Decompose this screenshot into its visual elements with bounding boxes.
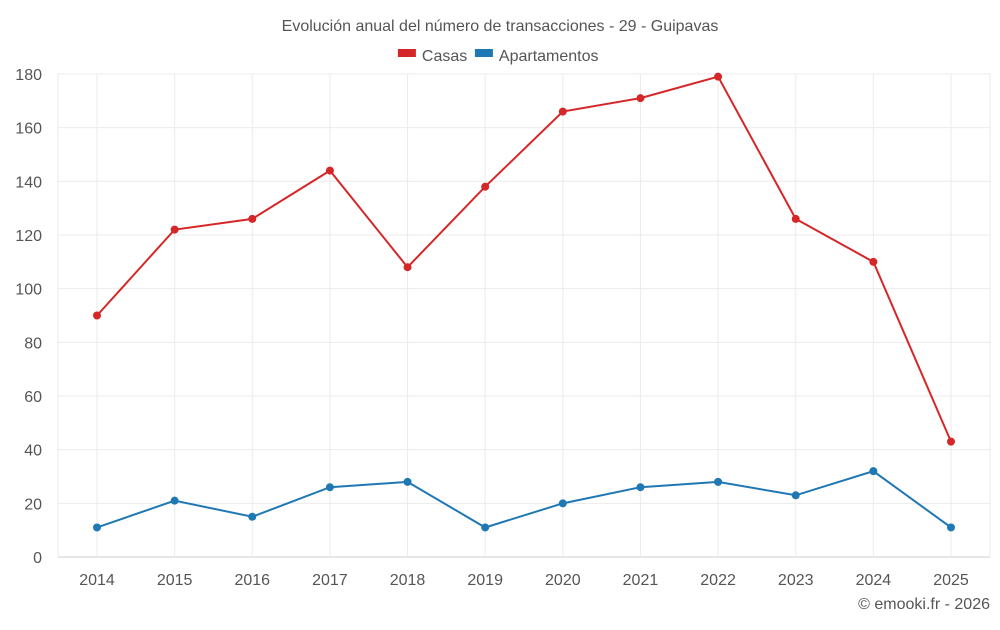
y-axis: 0 20 40 60 80 100 120 140 160 180 xyxy=(15,67,42,567)
data-point[interactable] xyxy=(714,477,723,486)
data-point[interactable] xyxy=(558,107,567,116)
data-point[interactable] xyxy=(947,523,955,532)
data-point[interactable] xyxy=(636,94,645,103)
data-point[interactable] xyxy=(869,467,878,476)
x-tick-label: 2017 xyxy=(312,572,348,589)
data-point[interactable] xyxy=(791,491,800,500)
legend-item-casas[interactable]: Casas xyxy=(397,48,467,65)
series-line xyxy=(96,470,952,529)
x-tick-label: 2015 xyxy=(157,572,193,589)
x-tick-label: 2020 xyxy=(545,572,581,589)
data-point[interactable] xyxy=(403,263,412,272)
data-point[interactable] xyxy=(481,182,490,191)
data-point[interactable] xyxy=(791,214,800,223)
y-tick-label: 160 xyxy=(15,121,42,138)
y-tick-label: 120 xyxy=(15,228,42,245)
data-point[interactable] xyxy=(248,214,257,223)
x-tick-label: 2018 xyxy=(390,572,426,589)
series-apartamentos xyxy=(93,467,955,532)
legend-swatch xyxy=(397,49,416,57)
data-point[interactable] xyxy=(325,166,334,175)
y-tick-label: 140 xyxy=(15,174,42,191)
legend-label: Apartamentos xyxy=(499,48,599,65)
x-axis: 2014 2015 2016 2017 2018 2019 2020 2021 2022 2023… xyxy=(79,572,969,589)
legend-label: Casas xyxy=(422,48,467,65)
series-casas xyxy=(93,72,955,446)
data-point[interactable] xyxy=(714,72,723,81)
data-point[interactable] xyxy=(869,257,878,266)
legend-item-apartamentos[interactable]: Apartamentos xyxy=(474,48,599,65)
x-tick-label: 2016 xyxy=(234,572,270,589)
footer-credit: © emooki.fr - 2026 xyxy=(858,596,990,613)
legend: Casas Apartamentos xyxy=(397,48,599,65)
x-tick-label: 2025 xyxy=(933,572,969,589)
data-point[interactable] xyxy=(403,477,412,486)
data-point[interactable] xyxy=(558,499,567,508)
chart-title: Evolución anual del número de transaccio… xyxy=(282,18,719,35)
data-point[interactable] xyxy=(636,483,645,492)
y-tick-label: 100 xyxy=(15,282,42,299)
x-tick-label: 2014 xyxy=(79,572,115,589)
data-point[interactable] xyxy=(93,311,101,320)
series-line xyxy=(96,75,952,443)
data-point[interactable] xyxy=(93,523,101,532)
series-layer xyxy=(93,72,955,532)
data-point[interactable] xyxy=(248,512,257,521)
data-point[interactable] xyxy=(481,523,490,532)
y-tick-label: 40 xyxy=(24,443,42,460)
legend-swatch xyxy=(474,49,493,57)
x-tick-label: 2023 xyxy=(778,572,814,589)
grid xyxy=(57,73,991,558)
data-point[interactable] xyxy=(170,225,179,234)
data-point[interactable] xyxy=(170,496,179,505)
y-tick-label: 20 xyxy=(24,496,42,513)
y-tick-label: 180 xyxy=(15,67,42,84)
x-tick-label: 2024 xyxy=(856,572,892,589)
y-tick-label: 0 xyxy=(33,550,42,567)
y-tick-label: 60 xyxy=(24,389,42,406)
x-tick-label: 2021 xyxy=(623,572,659,589)
data-point[interactable] xyxy=(325,483,334,492)
x-tick-label: 2019 xyxy=(467,572,503,589)
data-point[interactable] xyxy=(947,437,955,446)
y-tick-label: 80 xyxy=(24,335,42,352)
x-tick-label: 2022 xyxy=(700,572,736,589)
